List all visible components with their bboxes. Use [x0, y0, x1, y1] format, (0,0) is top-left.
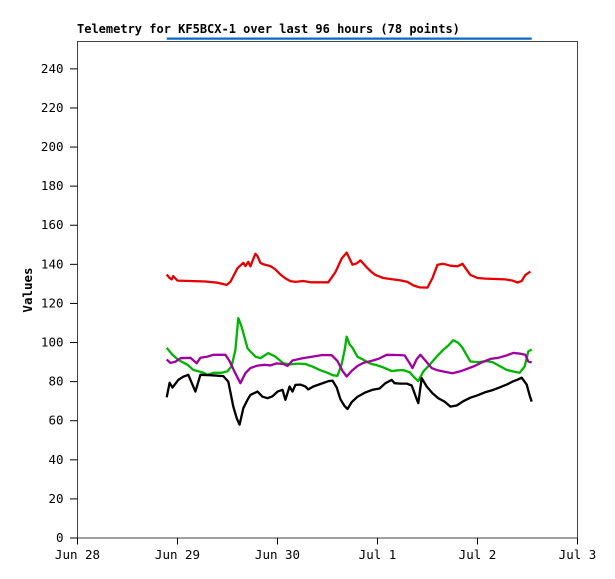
y-tick-label: 220: [41, 100, 64, 115]
series-lines: [165, 37, 533, 426]
x-tick-label: Jul 3: [559, 547, 597, 562]
y-tick-label: 60: [48, 413, 63, 428]
x-tick-label: Jul 2: [459, 547, 497, 562]
y-tick-label: 200: [41, 139, 64, 154]
y-axis-label: Values: [20, 267, 35, 312]
y-tick-label: 160: [41, 217, 64, 232]
x-tick-label: Jul 1: [359, 547, 397, 562]
y-tick-label: 0: [56, 530, 64, 545]
series-line-channel-purple: [165, 351, 533, 385]
y-tick-label: 20: [48, 491, 63, 506]
x-tick-label: Jun 28: [55, 547, 100, 562]
y-tick-label: 100: [41, 335, 64, 350]
y-tick-label: 120: [41, 295, 64, 310]
series-line-channel-red: [165, 251, 532, 289]
x-tick-label: Jun 30: [255, 547, 300, 562]
y-tick-label: 180: [41, 178, 64, 193]
y-tick-label: 140: [41, 256, 64, 271]
x-tick-label: Jun 29: [155, 547, 200, 562]
series-line-channel-green: [165, 316, 533, 383]
y-tick-label: 40: [48, 452, 63, 467]
series-line-channel-black: [165, 373, 533, 426]
plot-border: [77, 41, 578, 539]
y-tick-label: 240: [41, 61, 64, 76]
chart-title: Telemetry for KF5BCX-1 over last 96 hour…: [77, 22, 460, 36]
axis-ticks: 0 20 40 60 80 100 120 140 160 180 200 220 240 Jun 28 J…: [41, 61, 596, 562]
y-tick-label: 80: [48, 374, 63, 389]
